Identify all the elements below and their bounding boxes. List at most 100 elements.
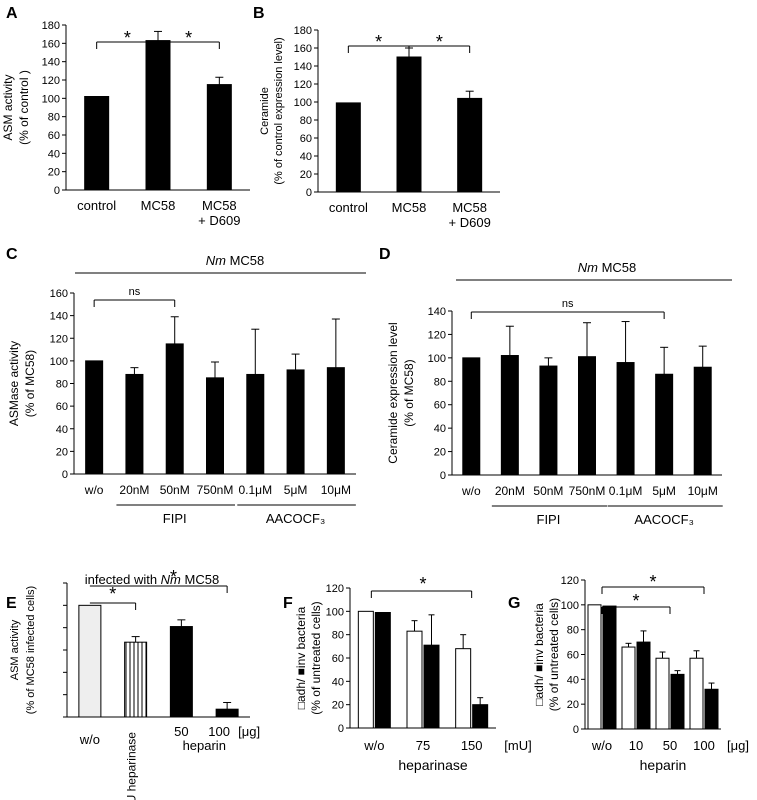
panel-e-sig-mark: * (170, 567, 177, 587)
panel-c-y-tick-label: 120 (50, 333, 68, 345)
panel-d-x-label: 50nM (533, 484, 563, 498)
panel-b-x-label: control (329, 200, 368, 215)
panel-d-bar (655, 373, 674, 476)
panel-b-y-tick-label: 100 (294, 97, 312, 109)
panel-e-x-label: w/o (79, 732, 100, 747)
panel-d-x-label: 5μM (652, 484, 676, 498)
panel-f-bar-inv (374, 612, 391, 729)
panel-d-letter: D (379, 246, 391, 263)
panel-d-bar (578, 356, 596, 476)
panel-f-y-label-0: □adh/ ■inv bacteria (294, 606, 308, 709)
panel-f-sig-mark: * (419, 574, 426, 594)
panel-d-y-tick-label: 0 (440, 470, 446, 482)
panel-d-group-label: AACOCF₃ (634, 512, 693, 527)
panel-a-bar (206, 84, 232, 191)
panel-e-bar (78, 604, 102, 718)
panel-a-x-label: MC58 (202, 198, 237, 213)
panel-g-y-tick-label: 20 (567, 699, 579, 711)
panel-g-y-tick-label: 60 (567, 650, 579, 662)
panel-a-y-tick-label: 0 (54, 185, 60, 197)
panel-e-bar (169, 626, 193, 718)
panel-a-y-tick-label: 180 (42, 20, 60, 32)
panel-b-y-tick-label: 140 (294, 61, 312, 73)
panel-f-y-tick-label: 80 (332, 630, 344, 642)
panel-d-bar (693, 366, 712, 476)
panel-d-x-label: 10μM (688, 484, 718, 498)
panel-a-letter: A (6, 5, 18, 22)
panel-d-y-tick-label: 120 (428, 329, 446, 341)
panel-g-y-tick-label: 120 (561, 575, 579, 587)
panel-g-sig-mark: * (632, 591, 639, 611)
panel-c-y-tick-label: 0 (62, 469, 68, 481)
panel-b-y-tick-label: 40 (300, 151, 312, 163)
panel-g-x-label: w/o (591, 738, 612, 753)
panel-c-group-label: AACOCF₃ (266, 511, 325, 526)
panel-c-y-tick-label: 80 (56, 379, 68, 391)
panel-c-group-label: FIPI (163, 511, 187, 526)
panel-d-y-label-0: Ceramide expression level (386, 322, 400, 463)
panel-d-y-tick-label: 100 (428, 353, 446, 365)
panel-c-bar (326, 367, 345, 475)
panel-g-bar-inv (704, 688, 719, 730)
panel-c-x-label: 5μM (284, 483, 308, 497)
panel-f-bar-adh (406, 630, 423, 729)
panel-g-y-label-1: (% of untreated cells) (547, 598, 561, 711)
panel-f-letter: F (283, 595, 293, 612)
panel-g-bar-inv (602, 605, 617, 730)
panel-d-bar (462, 357, 481, 476)
panel-c-bar (246, 373, 265, 475)
panel-c-y-tick-label: 160 (50, 288, 68, 300)
panel-e-sig-mark: * (109, 584, 116, 604)
panel-f-x-title: heparinase (398, 757, 467, 773)
panel-b-y-label-0: Ceramide (259, 87, 271, 135)
panel-f-y-tick-label: 100 (326, 606, 344, 618)
panel-d-y-tick-label: 40 (434, 423, 446, 435)
panel-c-y-tick-label: 40 (56, 424, 68, 436)
panel-g-x-title: heparin (640, 757, 687, 773)
panel-d-x-label: 750nM (569, 484, 606, 498)
panel-g-bar-adh (621, 646, 636, 730)
panel-c-bar (85, 360, 104, 475)
panel-a-y-tick-label: 20 (48, 167, 60, 179)
panel-f-y-tick-label: 60 (332, 653, 344, 665)
panel-c-y-tick-label: 20 (56, 446, 68, 458)
panel-e-unit: [μg] (238, 724, 260, 739)
panel-f-unit: [mU] (504, 738, 531, 753)
panel-a-y-tick-label: 40 (48, 148, 60, 160)
panel-e-x-group: heparin (183, 738, 226, 753)
panel-c-bar (206, 377, 224, 475)
panel-b-y-tick-label: 0 (306, 187, 312, 199)
panel-a-y-tick-label: 100 (42, 93, 60, 105)
panel-f-y-tick-label: 120 (326, 583, 344, 595)
panel-d-group-label: FIPI (537, 512, 561, 527)
panel-d-y-label-1: (% of MC58) (402, 359, 416, 426)
panel-g-bar-adh (689, 657, 704, 730)
panel-f-y-label-1: (% of untreated cells) (309, 601, 323, 714)
panel-g-bar-inv (670, 673, 685, 730)
panel-d-bar (539, 365, 558, 476)
panel-f-bar-adh (455, 648, 472, 729)
panel-d-header: Nm MC58 (578, 260, 637, 275)
panel-e-letter: E (6, 595, 17, 612)
panel-g-y-tick-label: 0 (573, 724, 579, 736)
panel-e-x-label: 50 (174, 724, 188, 739)
panel-f-x-label: 75 (416, 738, 430, 753)
panel-d-bar (616, 362, 635, 476)
panel-a-y-label-1: (% of control ) (17, 70, 31, 145)
panel-f-bar-inv (423, 644, 440, 729)
panel-g-sig-mark: * (649, 572, 656, 592)
panel-b-bar (457, 97, 483, 193)
panel-c-bar (165, 343, 184, 475)
panel-c-header: Nm MC58 (206, 253, 265, 268)
panel-e-x-label: 100 (208, 724, 230, 739)
panel-b-y-tick-label: 120 (294, 79, 312, 91)
panel-a-sig-mark: * (185, 28, 192, 48)
panel-d-ns-mark: ns (562, 298, 574, 310)
panel-a-x-label: + D609 (198, 213, 240, 228)
panel-c-x-label: 10μM (321, 483, 351, 497)
panel-b-x-label: + D609 (449, 215, 491, 230)
panel-g-y-tick-label: 40 (567, 674, 579, 686)
panel-b-bar (335, 102, 361, 193)
panel-a-y-tick-label: 80 (48, 112, 60, 124)
